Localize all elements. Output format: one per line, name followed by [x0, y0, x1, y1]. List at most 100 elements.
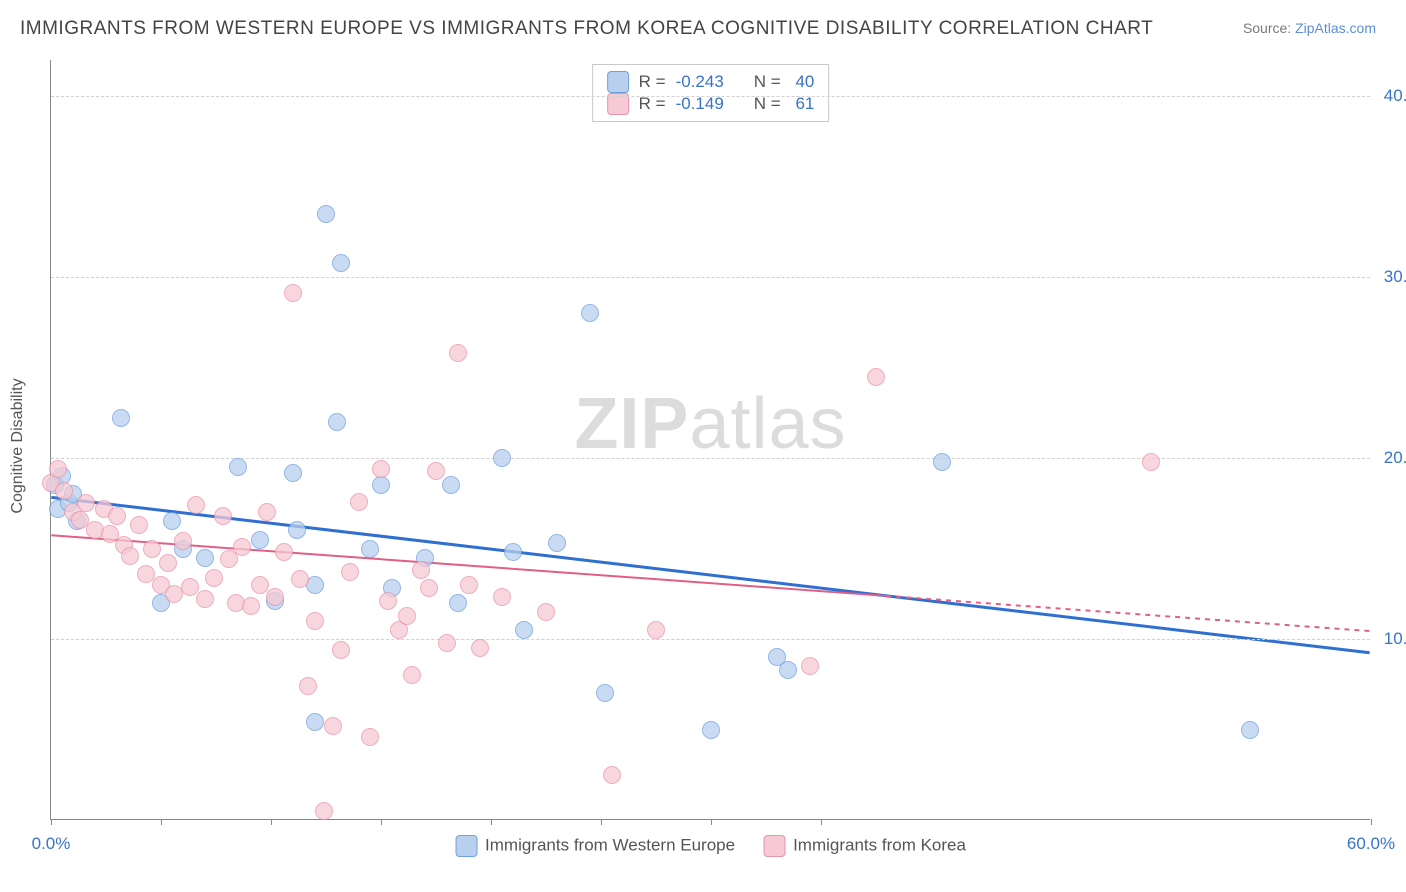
point-western-europe [112, 409, 130, 427]
x-tick [601, 819, 602, 825]
point-korea [460, 576, 478, 594]
point-western-europe [493, 449, 511, 467]
point-western-europe [449, 594, 467, 612]
point-korea [438, 634, 456, 652]
legend-row: R = -0.243 N = 40 [607, 71, 815, 93]
point-korea [251, 576, 269, 594]
point-korea [187, 496, 205, 514]
point-korea [398, 607, 416, 625]
correlation-legend: R =-0.243N = 40R =-0.149N = 61 [592, 64, 830, 122]
point-western-europe [328, 413, 346, 431]
legend-item: Immigrants from Western Europe [455, 835, 735, 857]
source-prefix: Source: [1243, 20, 1295, 36]
point-korea [603, 766, 621, 784]
point-korea [324, 717, 342, 735]
point-korea [471, 639, 489, 657]
point-korea [108, 507, 126, 525]
point-korea [350, 493, 368, 511]
x-tick [711, 819, 712, 825]
point-western-europe [361, 540, 379, 558]
point-western-europe [372, 476, 390, 494]
series-name: Immigrants from Korea [793, 835, 966, 854]
y-tick-label: 30.0% [1384, 267, 1406, 287]
point-korea [77, 494, 95, 512]
point-korea [55, 482, 73, 500]
point-western-europe [163, 512, 181, 530]
x-tick [51, 819, 52, 825]
watermark-bold: ZIP [574, 384, 689, 464]
point-korea [867, 368, 885, 386]
point-korea [159, 554, 177, 572]
point-korea [427, 462, 445, 480]
x-tick-label: 60.0% [1347, 834, 1395, 854]
point-western-europe [306, 713, 324, 731]
series-name: Immigrants from Western Europe [485, 835, 735, 854]
y-tick-label: 10.0% [1384, 629, 1406, 649]
point-korea [284, 284, 302, 302]
plot-area: ZIPatlas R =-0.243N = 40R =-0.149N = 61 … [50, 60, 1370, 820]
point-western-europe [284, 464, 302, 482]
point-korea [315, 802, 333, 820]
point-korea [647, 621, 665, 639]
point-korea [121, 547, 139, 565]
watermark-light: atlas [689, 384, 846, 464]
point-korea [214, 507, 232, 525]
r-label: R = [639, 72, 666, 92]
point-korea [537, 603, 555, 621]
grid-line [51, 96, 1370, 97]
x-tick [491, 819, 492, 825]
point-western-europe [504, 543, 522, 561]
source-link[interactable]: ZipAtlas.com [1295, 20, 1376, 36]
x-tick-label: 0.0% [32, 834, 71, 854]
point-western-europe [515, 621, 533, 639]
point-korea [306, 612, 324, 630]
r-value: -0.243 [676, 72, 724, 92]
point-korea [181, 578, 199, 596]
watermark: ZIPatlas [574, 383, 846, 465]
source-attribution: Source: ZipAtlas.com [1243, 20, 1376, 36]
point-korea [412, 561, 430, 579]
x-tick [271, 819, 272, 825]
point-western-europe [779, 661, 797, 679]
point-western-europe [251, 531, 269, 549]
point-western-europe [196, 549, 214, 567]
point-western-europe [548, 534, 566, 552]
point-western-europe [933, 453, 951, 471]
point-western-europe [1241, 721, 1259, 739]
point-korea [341, 563, 359, 581]
x-tick [381, 819, 382, 825]
n-label: N = [754, 72, 781, 92]
legend-swatch [763, 835, 785, 857]
trend-lines [51, 60, 1370, 819]
x-tick [821, 819, 822, 825]
point-korea [403, 666, 421, 684]
point-western-europe [332, 254, 350, 272]
x-tick [161, 819, 162, 825]
point-korea [299, 677, 317, 695]
legend-item: Immigrants from Korea [763, 835, 966, 857]
point-korea [1142, 453, 1160, 471]
point-korea [49, 460, 67, 478]
point-western-europe [702, 721, 720, 739]
y-axis-label: Cognitive Disability [9, 378, 27, 513]
n-value: 40 [791, 72, 815, 92]
point-korea [291, 570, 309, 588]
chart-title: IMMIGRANTS FROM WESTERN EUROPE VS IMMIGR… [20, 18, 1153, 40]
point-western-europe [288, 521, 306, 539]
point-korea [493, 588, 511, 606]
point-korea [332, 641, 350, 659]
point-korea [130, 516, 148, 534]
point-western-europe [317, 205, 335, 223]
point-korea [196, 590, 214, 608]
point-korea [266, 588, 284, 606]
point-korea [258, 503, 276, 521]
point-korea [420, 579, 438, 597]
legend-swatch [607, 71, 629, 93]
legend-swatch [455, 835, 477, 857]
y-tick-label: 40.0% [1384, 86, 1406, 106]
point-korea [449, 344, 467, 362]
point-korea [801, 657, 819, 675]
point-western-europe [306, 576, 324, 594]
point-western-europe [442, 476, 460, 494]
point-western-europe [596, 684, 614, 702]
